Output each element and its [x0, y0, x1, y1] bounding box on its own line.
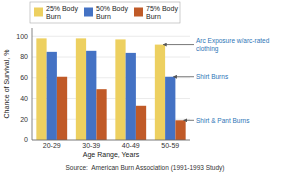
annotation: Arc Exposure w/arc-ratedclothing	[196, 37, 270, 53]
bar	[57, 77, 67, 140]
annotation: Shirt & Pant Burns	[196, 117, 250, 124]
legend-label: 50% BodyBurn	[96, 5, 128, 20]
y-tick-label: 40	[20, 95, 28, 102]
legend: 25% BodyBurn 50% BodyBurn 75% BodyBurn	[30, 2, 180, 23]
legend-label: 25% BodyBurn	[46, 5, 78, 20]
grid-line	[32, 36, 190, 37]
x-tick-label: 40-49	[122, 142, 140, 149]
y-tick-label: 100	[16, 33, 28, 40]
annotation-arrow	[184, 120, 194, 121]
y-tick-label: 60	[20, 74, 28, 81]
legend-label: 75% BodyBurn	[146, 5, 178, 20]
y-tick-label: 20	[20, 116, 28, 123]
annotation: Shirt Burns	[196, 73, 229, 80]
annotation-arrow	[173, 76, 194, 77]
grid-line	[32, 140, 190, 141]
legend-frame	[30, 2, 180, 23]
bar	[126, 53, 136, 140]
annotation-arrow	[163, 44, 194, 45]
bars	[36, 38, 185, 140]
source-note: Source: American Burn Association (1991-…	[66, 164, 225, 172]
x-tick-label: 30-39	[82, 142, 100, 149]
bar	[76, 38, 86, 140]
legend-swatch	[134, 8, 143, 17]
bar	[136, 106, 146, 140]
bar	[115, 39, 125, 140]
bar	[86, 51, 96, 140]
x-axis-label: Age Range, Years	[83, 151, 140, 159]
y-tick-label: 0	[24, 136, 28, 143]
bar	[47, 52, 57, 140]
y-tick-label: 80	[20, 53, 28, 60]
legend-swatch	[34, 8, 43, 17]
bar	[96, 89, 106, 140]
y-axis	[32, 28, 33, 140]
legend-swatch	[84, 8, 93, 17]
x-tick-label: 20-29	[43, 142, 61, 149]
bar	[36, 38, 46, 140]
x-axis	[32, 140, 190, 141]
y-axis-label: Chance of Survival, %	[3, 50, 10, 119]
bar	[165, 77, 175, 140]
bar	[155, 45, 165, 140]
bar	[175, 120, 185, 140]
chart: 0 20 40 60 80 100 20-29 30-39 40-49 50-59 Age Rang…	[0, 0, 290, 174]
x-tick-label: 50-59	[161, 142, 179, 149]
